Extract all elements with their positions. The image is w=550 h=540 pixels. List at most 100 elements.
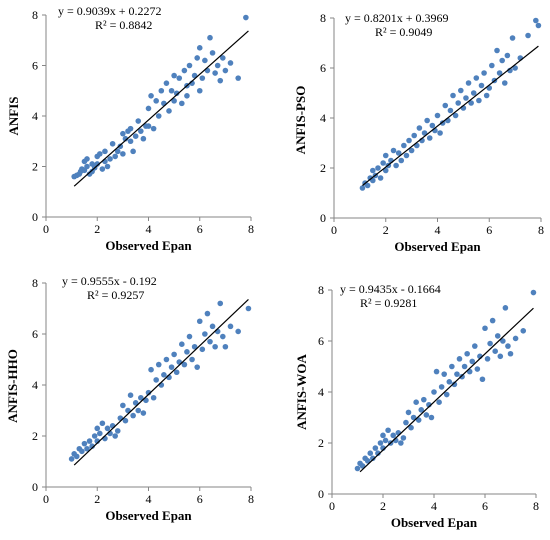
data-point [209,50,216,56]
data-point [235,75,241,81]
data-point [245,305,252,312]
data-point [370,167,376,174]
data-point [84,163,90,170]
y-tick-label: 8 [32,276,38,290]
data-point [179,341,185,348]
chart-panel-2: 0 2 4 6 8 0 2 4 6 8 Observed Epan ANFIS-PSO y = 0.82… [293,11,544,254]
data-point [380,432,386,439]
data-point [367,450,374,457]
data-point [434,112,441,119]
data-point [450,92,456,99]
data-point [520,328,527,334]
data-point [502,305,509,311]
y-tick-label: 2 [320,161,326,175]
data-point [380,160,386,166]
r-squared-label: R² = 0.9281 [360,296,417,310]
data-point [459,373,465,380]
data-point [109,140,116,147]
data-point [390,147,397,154]
data-point [465,80,472,86]
data-point [375,165,381,171]
trendline [73,298,249,466]
data-point [408,147,415,154]
data-point [186,62,193,69]
data-point [474,366,481,372]
data-point [487,340,493,347]
data-point [481,70,487,76]
data-point [424,117,430,124]
data-point [173,369,180,376]
data-point [94,425,101,432]
data-point [184,93,190,99]
data-point [504,52,511,59]
data-point [382,152,389,159]
data-point [171,98,177,104]
y-axis-label: ANFIS-WOA [294,353,309,429]
data-point [155,113,162,119]
data-point [441,371,448,377]
data-point [452,112,459,119]
data-point [122,135,129,142]
data-point [145,105,152,112]
x-tick-label: 6 [197,222,203,236]
data-point [73,453,80,460]
data-point [496,70,503,76]
data-point [494,47,500,54]
chart-panel-3: 0 2 4 6 8 0 2 4 6 8 Observed Epan ANFIS-HHO y = 0.95… [5,274,254,523]
data-point [390,432,397,439]
r-squared-label: R² = 0.9049 [375,25,432,39]
y-tick-label: 4 [320,111,326,125]
x-tick-label: 4 [435,223,441,237]
y-tick-label: 0 [318,487,324,501]
data-point [220,333,226,340]
x-axis-label: Observed Epan [391,515,478,530]
data-point [163,80,170,86]
data-point [181,67,188,74]
data-point [155,361,162,368]
data-point [102,148,108,155]
data-point [429,122,436,129]
data-point [140,135,147,142]
data-point [464,350,470,357]
x-tick-label: 4 [146,492,152,506]
data-point [382,437,389,444]
data-point [364,182,371,189]
data-point [484,356,491,362]
data-point [438,384,445,390]
regression-equation: y = 0.9039x + 0.2272 [58,4,162,18]
data-point [171,351,177,358]
y-tick-label: 6 [32,327,38,341]
data-point [196,318,203,325]
data-point [196,87,203,94]
y-tick-label: 0 [320,211,326,225]
data-point [158,87,165,94]
data-point [421,396,427,403]
x-tick-label: 8 [248,222,254,236]
data-point [130,148,136,155]
data-point [500,338,506,344]
data-point [207,338,213,345]
data-point [535,22,542,29]
data-point [501,80,508,86]
x-tick-label: 2 [383,223,389,237]
data-point [204,310,211,317]
data-point [145,123,152,129]
data-point [150,125,157,132]
data-point [99,420,106,427]
data-point [94,161,101,167]
data-point [153,377,159,383]
x-tick-label: 4 [146,222,152,236]
data-point [457,87,464,94]
data-point [150,394,157,401]
data-point [120,402,126,409]
data-point [421,130,428,136]
data-point [447,107,454,114]
data-point [186,333,193,340]
x-tick-label: 2 [94,492,100,506]
data-point [107,156,113,162]
data-point [202,331,208,337]
data-point [385,427,391,434]
data-point [455,100,462,106]
y-tick-label: 2 [32,160,38,174]
data-point [393,162,399,169]
